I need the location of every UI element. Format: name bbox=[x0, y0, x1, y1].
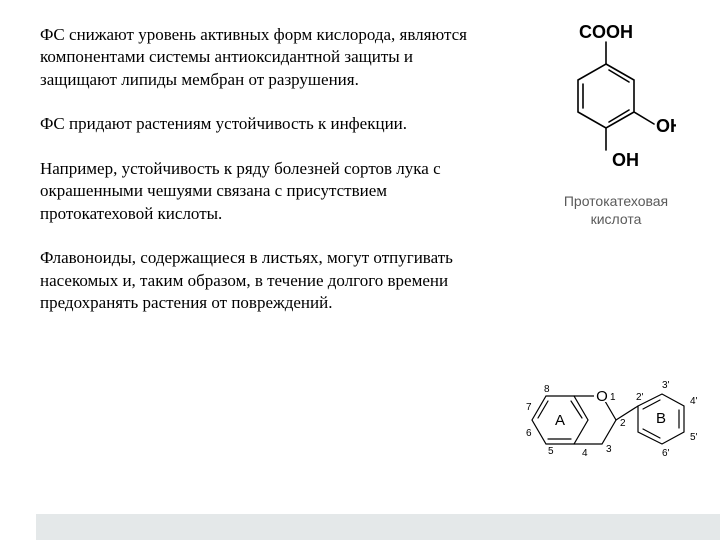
paragraph-4: Флавоноиды, содержащиеся в листьях, могу… bbox=[40, 247, 470, 314]
svg-text:6': 6' bbox=[662, 448, 670, 459]
molecule-protocatechuic-acid: COOH OH OH Протокатеховая кислота bbox=[546, 16, 686, 228]
protocatechuic-acid-structure: COOH OH OH bbox=[556, 16, 676, 186]
svg-text:3': 3' bbox=[662, 380, 670, 391]
svg-text:4': 4' bbox=[690, 396, 698, 407]
svg-text:O: O bbox=[596, 388, 608, 405]
svg-text:5: 5 bbox=[548, 446, 554, 457]
slide: ФС снижают уровень активных форм кислоро… bbox=[0, 0, 720, 540]
svg-text:2': 2' bbox=[636, 392, 644, 403]
molecule-caption: Протокатеховая кислота bbox=[546, 192, 686, 228]
paragraph-2: ФС придают растениям устойчивость к инфе… bbox=[40, 113, 470, 135]
text-content: ФС снижают уровень активных форм кислоро… bbox=[40, 24, 470, 336]
paragraph-3: Например, устойчивость к ряду болезней с… bbox=[40, 158, 470, 225]
svg-text:3: 3 bbox=[606, 444, 612, 455]
svg-text:7: 7 bbox=[526, 402, 532, 413]
caption-line-2: кислота bbox=[591, 211, 642, 227]
svg-text:1: 1 bbox=[610, 392, 616, 403]
caption-line-1: Протокатеховая bbox=[564, 193, 668, 209]
svg-text:OH: OH bbox=[612, 150, 639, 170]
footer-bar bbox=[36, 514, 720, 540]
svg-text:6: 6 bbox=[526, 428, 532, 439]
svg-text:2: 2 bbox=[620, 418, 626, 429]
molecule-flavonoid: O A B 5 6 7 8 1 2 3 4 2' 3' 4' 5' 6' bbox=[512, 350, 702, 500]
svg-text:COOH: COOH bbox=[579, 22, 633, 42]
svg-text:OH: OH bbox=[656, 116, 676, 136]
svg-text:A: A bbox=[555, 412, 565, 429]
paragraph-1: ФС снижают уровень активных форм кислоро… bbox=[40, 24, 470, 91]
svg-text:8: 8 bbox=[544, 384, 550, 395]
svg-text:4: 4 bbox=[582, 448, 588, 459]
svg-text:5': 5' bbox=[690, 432, 698, 443]
flavonoid-structure: O A B 5 6 7 8 1 2 3 4 2' 3' 4' 5' 6' bbox=[512, 350, 702, 500]
svg-text:B: B bbox=[656, 410, 666, 427]
